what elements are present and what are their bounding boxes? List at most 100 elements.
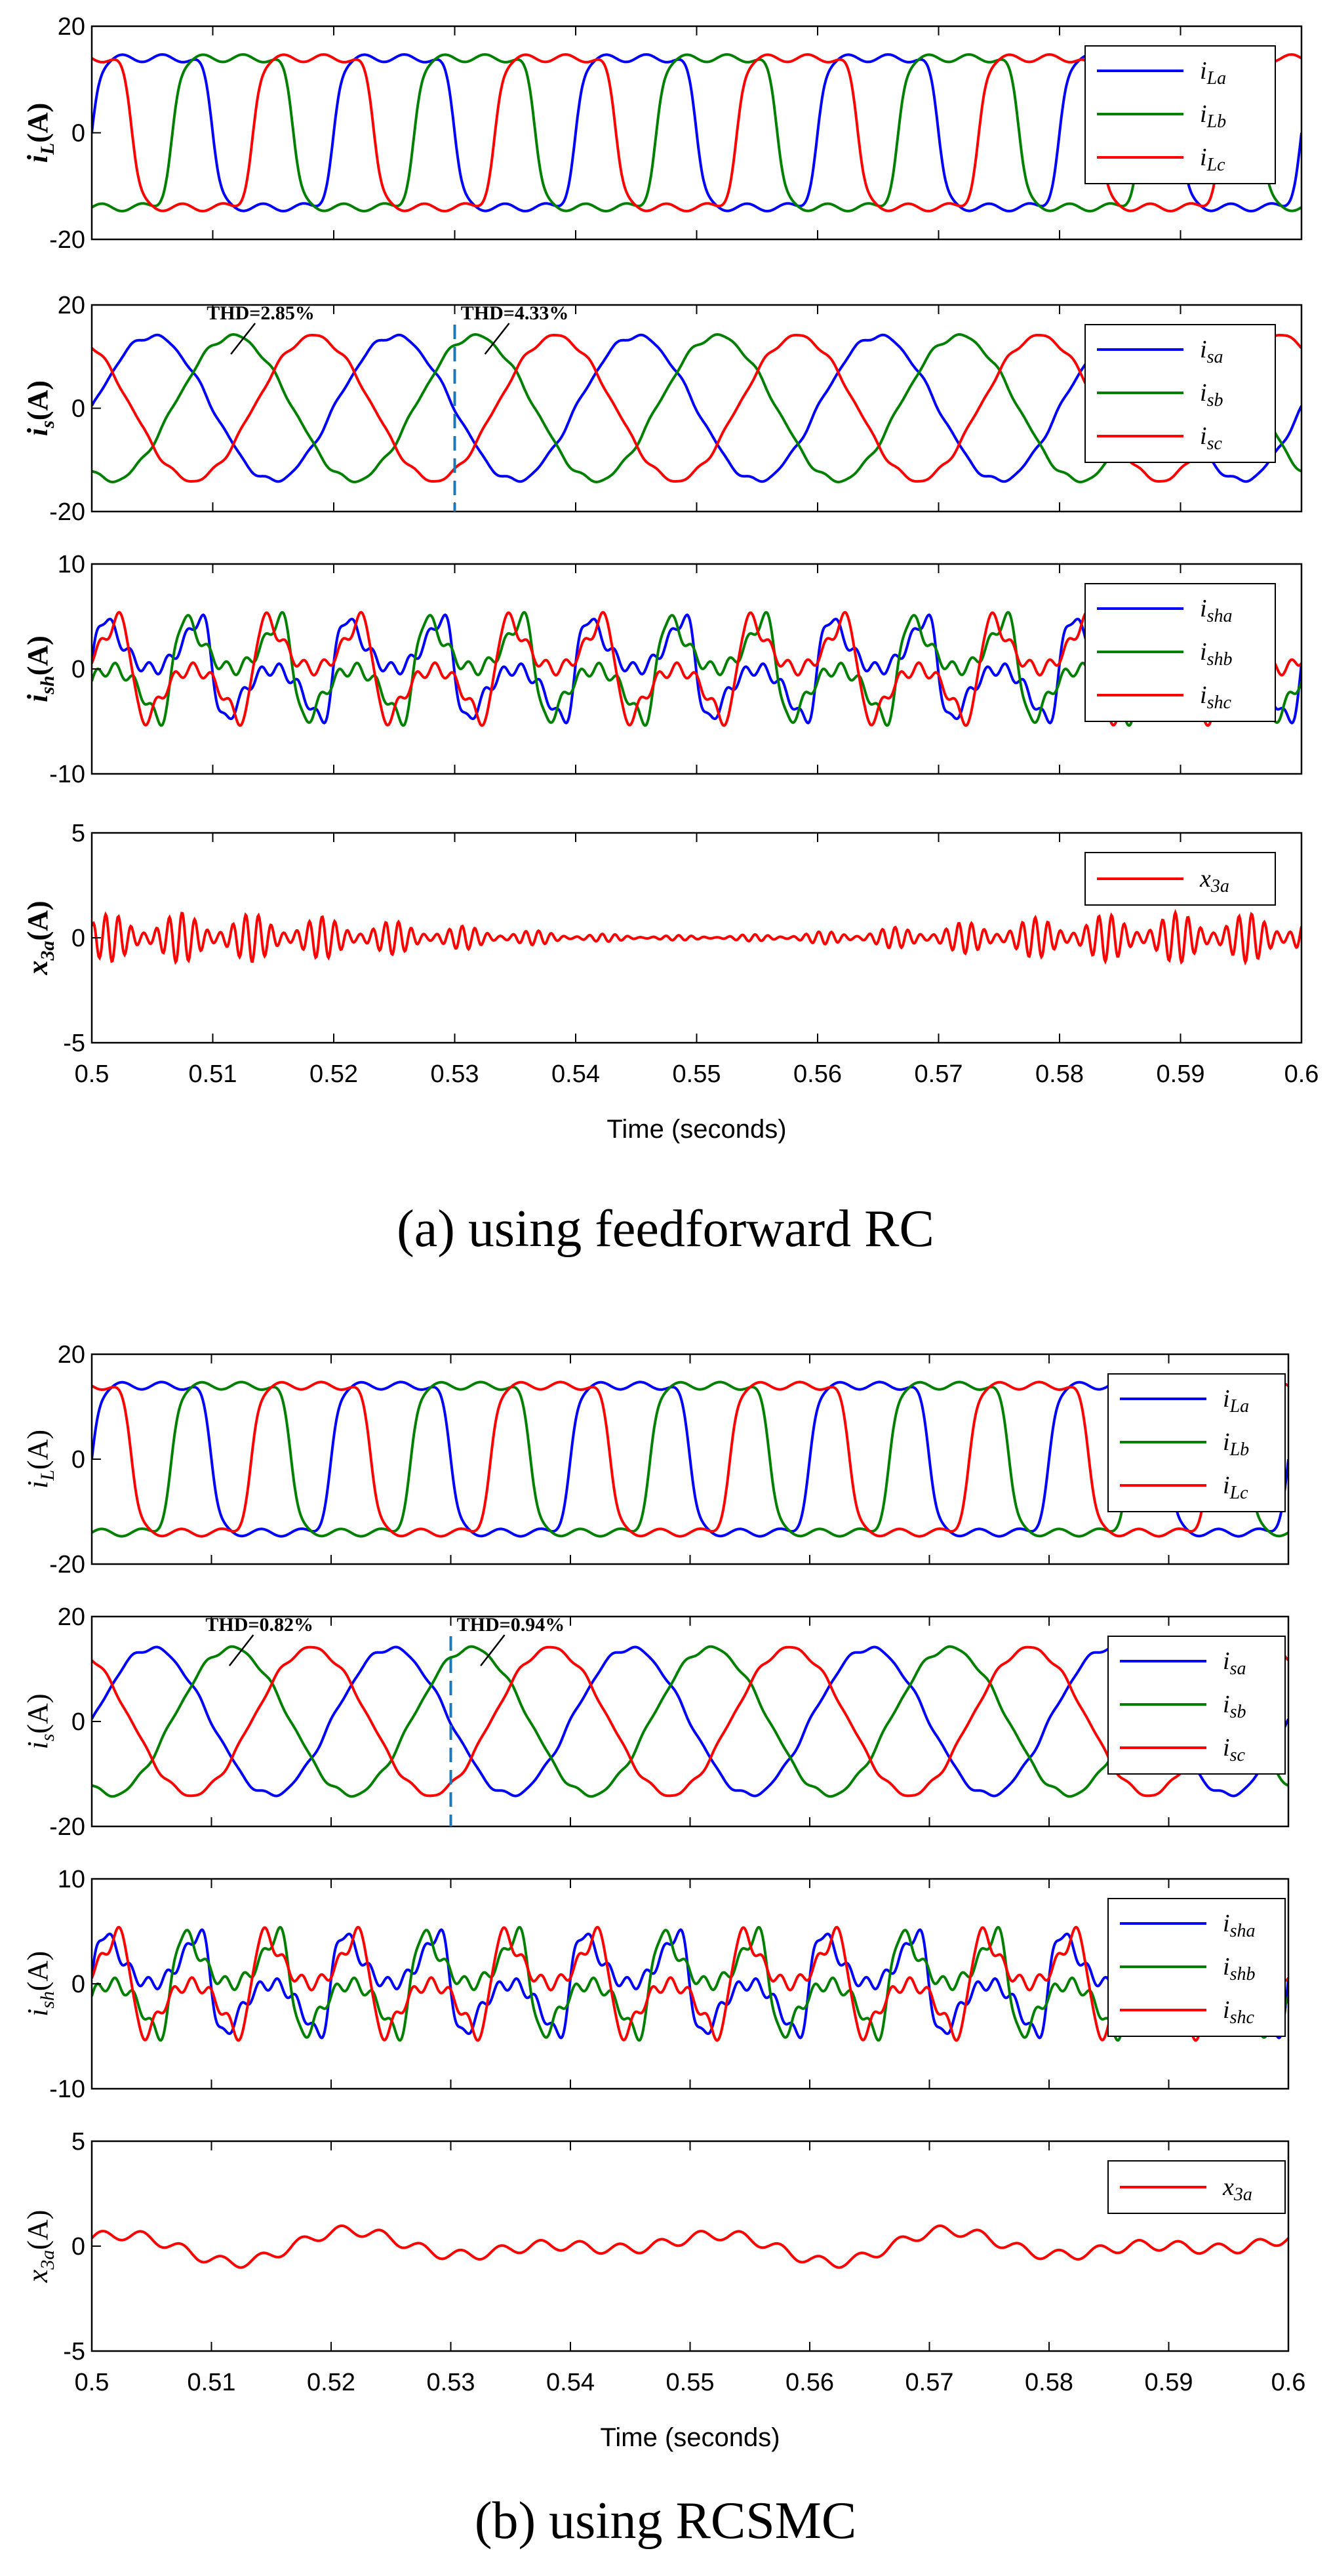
y-axis-label-unit: (A) — [22, 1430, 54, 1470]
legend-label-subscript: La — [1229, 1396, 1250, 1417]
y-tick-label: -20 — [49, 498, 85, 526]
x-tick-label: 0.53 — [431, 1060, 479, 1088]
series-line-i_sb — [92, 332, 1301, 484]
legend-label-subscript: sha — [1207, 606, 1233, 626]
legend-label-i_Lb: iLb — [1223, 1428, 1249, 1460]
x-tick-label: 0.56 — [785, 2369, 834, 2396]
x-tick-label: 0.55 — [673, 1060, 721, 1088]
y-tick-label: 20 — [58, 13, 85, 41]
x-tick-label: 0.52 — [309, 1060, 358, 1088]
series-line-i_Lb — [92, 53, 1301, 212]
x-tick-label: 0.57 — [915, 1060, 963, 1088]
figure-caption: (a) using feedforward RC — [397, 1200, 934, 1258]
legend-label-i_sa: isa — [1200, 336, 1223, 367]
legend-label-symbol: i — [1200, 422, 1207, 450]
legend: x3a — [1084, 852, 1276, 906]
legend-label-subscript: sha — [1230, 1921, 1256, 1941]
y-axis-label-unit: (A) — [22, 103, 54, 143]
thd-annotation-after: THD=4.33% — [461, 302, 569, 324]
x-tick-label: 0.52 — [307, 2369, 355, 2396]
legend-label-subscript: sa — [1230, 1659, 1246, 1679]
thd-arrow-after — [480, 1634, 506, 1666]
legend-label-symbol: i — [1223, 1910, 1230, 1937]
y-axis-label: iL(A) — [22, 103, 58, 163]
y-axis-label-unit: (A) — [22, 900, 54, 940]
y-tick-label: 10 — [58, 551, 85, 578]
y-axis-label-subscript: L — [37, 143, 58, 155]
legend: iLa iLb iLc — [1107, 1373, 1286, 1512]
y-axis-label-symbol: i — [22, 694, 54, 702]
thd-arrow-after — [484, 323, 510, 355]
series-line-i_La — [92, 1380, 1288, 1538]
y-axis-label-subscript: sh — [37, 675, 58, 694]
legend-label-symbol: i — [1200, 100, 1207, 128]
legend-label-subscript: Lc — [1229, 1483, 1249, 1503]
legend-label-symbol: i — [1223, 1472, 1230, 1499]
y-tick-label: 5 — [71, 820, 85, 847]
x-tick-label: 0.58 — [1025, 2369, 1073, 2396]
y-axis-label: is(A) — [22, 380, 58, 436]
thd-annotation-after: THD=0.94% — [457, 1614, 565, 1636]
x-tick-label: 0.58 — [1035, 1060, 1084, 1088]
y-axis-label-symbol: x — [22, 961, 54, 976]
y-axis-label-symbol: i — [22, 2009, 54, 2017]
thd-arrow-before — [228, 1634, 254, 1666]
x-tick-label: 0.57 — [905, 2369, 954, 2396]
y-axis-label-symbol: i — [22, 1741, 54, 1749]
y-axis-label-symbol: x — [22, 2269, 54, 2283]
legend-label-symbol: i — [1200, 638, 1207, 666]
y-axis-label-subscript: s — [37, 420, 58, 429]
y-tick-label: -10 — [49, 761, 85, 788]
x-axis-label: Time (seconds) — [606, 1115, 786, 1144]
y-axis-label-unit: (A) — [22, 635, 54, 675]
y-axis-label: x3a(A) — [22, 2210, 58, 2284]
legend-label-i_Lb: iLb — [1200, 100, 1226, 132]
legend-label-symbol: i — [1223, 1996, 1230, 2024]
legend-label-symbol: i — [1223, 1647, 1230, 1675]
y-axis-label-subscript: 3a — [37, 941, 58, 961]
thd-annotation-before: THD=0.82% — [205, 1614, 313, 1636]
legend-label-i_shb: ishb — [1223, 1953, 1255, 1984]
y-tick-label: 5 — [71, 2128, 85, 2156]
y-axis-label: ish(A) — [22, 1951, 58, 2017]
y-axis-label-symbol: i — [22, 428, 54, 436]
figure-a: 200-20iL(A)iLaiLbiLc200-20is(A)isaisbisc… — [22, 13, 1319, 1258]
legend-label-symbol: i — [1200, 57, 1207, 85]
legend-label-subscript: sa — [1207, 347, 1223, 367]
legend-label-i_La: iLa — [1223, 1385, 1249, 1417]
y-axis-label: ish(A) — [22, 635, 58, 702]
figure-caption: (b) using RCSMC — [475, 2492, 856, 2550]
y-axis-label: x3a(A) — [22, 900, 58, 975]
legend-label-subscript: sc — [1230, 1745, 1246, 1765]
legend-label-symbol: i — [1223, 1953, 1230, 1981]
legend-label-subscript: 3a — [1233, 2184, 1252, 2205]
y-tick-label: -10 — [49, 2076, 85, 2103]
series-line-i_sb — [92, 1645, 1288, 1798]
legend-label-subscript: shc — [1230, 2007, 1255, 2028]
legend-label-symbol: x — [1222, 2173, 1234, 2201]
legend-label-symbol: i — [1223, 1734, 1230, 1761]
y-tick-label: -20 — [49, 1551, 85, 1579]
legend-label-subscript: Lc — [1206, 155, 1226, 175]
x-tick-label: 0.55 — [666, 2369, 715, 2396]
legend-label-i_sb: isb — [1200, 379, 1223, 411]
y-axis-label: iL(A) — [22, 1430, 58, 1489]
legend-label-i_sha: isha — [1200, 595, 1232, 626]
y-tick-label: 0 — [71, 2233, 85, 2261]
thd-annotation-before: THD=2.85% — [207, 302, 315, 324]
x-tick-label: 0.6 — [1284, 1060, 1319, 1088]
legend-label-subscript: sb — [1207, 390, 1223, 411]
legend-label-symbol: i — [1200, 336, 1207, 363]
x-tick-label: 0.5 — [75, 1060, 109, 1088]
y-tick-label: 0 — [71, 1971, 85, 1998]
x-tick-label: 0.51 — [189, 1060, 237, 1088]
